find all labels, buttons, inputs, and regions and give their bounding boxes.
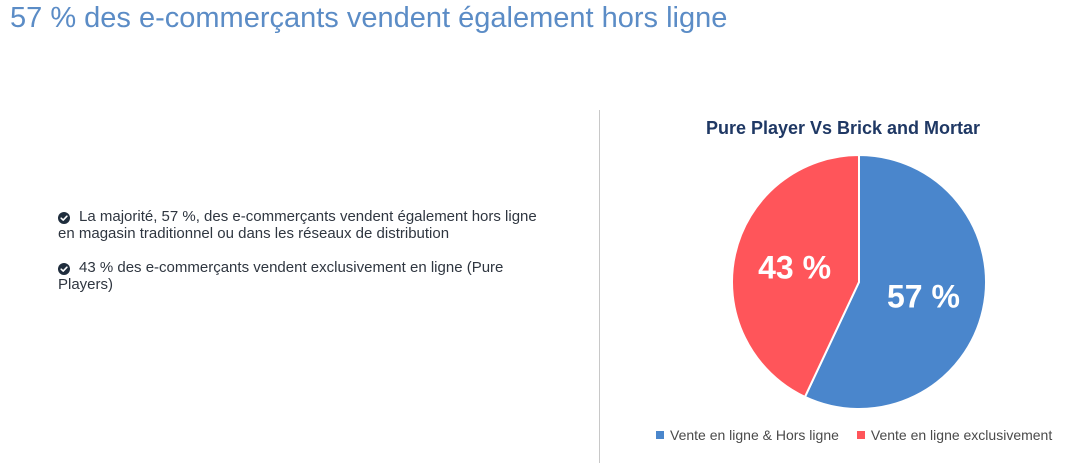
slice-data-label: 57 % [887, 278, 960, 314]
bullet-list: La majorité, 57 %, des e-commerçants ven… [58, 208, 538, 310]
chart-title: Pure Player Vs Brick and Mortar [705, 118, 981, 138]
legend-item: Vente en ligne & Hors ligne [656, 427, 839, 443]
pie-slice [731, 153, 860, 399]
pie-slice [803, 153, 987, 410]
bullet-item: La majorité, 57 %, des e-commerçants ven… [58, 208, 538, 242]
bullet-text: La majorité, 57 %, des e-commerçants ven… [58, 208, 537, 242]
chart-legend: Vente en ligne & Hors ligne Vente en lig… [656, 427, 1052, 443]
legend-item: Vente en ligne exclusivement [856, 427, 1053, 443]
legend-swatch [656, 431, 664, 439]
check-circle-icon [58, 263, 70, 275]
legend-label: Vente en ligne & Hors ligne [670, 427, 839, 443]
legend-label: Vente en ligne exclusivement [870, 427, 1053, 443]
vertical-divider [599, 110, 600, 463]
page-title: 57 % des e-commerçants vendent également… [10, 2, 728, 34]
check-circle-icon [58, 212, 70, 224]
bullet-text: 43 % des e-commerçants vendent exclusive… [58, 259, 504, 293]
legend-swatch [856, 431, 865, 439]
slice-data-label: 43 % [758, 250, 831, 286]
bullet-item: 43 % des e-commerçants vendent exclusive… [58, 259, 538, 293]
